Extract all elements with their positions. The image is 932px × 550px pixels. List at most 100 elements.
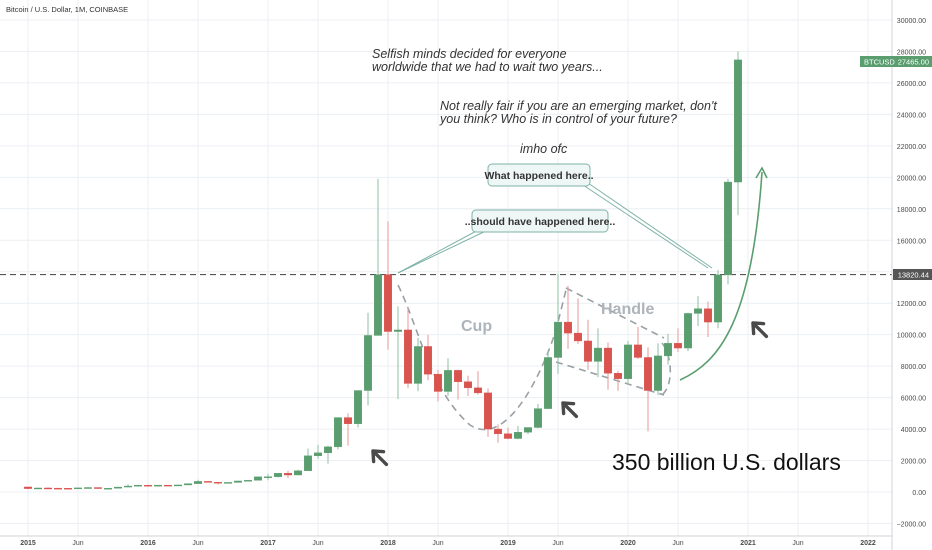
candle	[93, 487, 102, 489]
candle	[113, 486, 122, 489]
y-tick-label: −2000.00	[897, 521, 926, 528]
candle-body	[664, 343, 673, 357]
candle-body	[534, 408, 543, 428]
y-tick-label: 24000.00	[897, 112, 926, 119]
candle	[634, 326, 643, 360]
candle	[384, 221, 393, 350]
candle	[694, 296, 703, 327]
candle	[494, 424, 503, 443]
candle-body	[494, 428, 503, 434]
candle-body	[334, 417, 343, 448]
candle-body	[704, 308, 713, 323]
candle-body	[624, 344, 633, 379]
handle-top-line	[565, 287, 665, 339]
candle-body	[183, 483, 192, 486]
candle	[674, 328, 683, 352]
candle	[734, 51, 743, 216]
candle	[714, 270, 723, 329]
y-tick-label: 18000.00	[897, 207, 926, 214]
candle	[624, 340, 633, 385]
y-tick-label: 8000.00	[901, 364, 926, 371]
candle-body	[284, 473, 293, 476]
candle-body	[644, 357, 653, 391]
note-emerging-market: Not really fair if you are an emerging m…	[440, 99, 717, 113]
last-price-tag: BTCUSD 27465.00	[860, 56, 932, 67]
candle-body	[324, 446, 333, 454]
x-tick-label: Jun	[552, 540, 563, 547]
y-tick-label: 22000.00	[897, 144, 926, 151]
x-tick-label: Jun	[672, 540, 683, 547]
note-selfish-minds-2: worldwide that we had to wait two years.…	[372, 60, 603, 74]
candle-body	[424, 346, 433, 375]
x-tick-label: 2019	[500, 540, 516, 547]
candle-body	[594, 347, 603, 362]
candle-body	[384, 274, 393, 332]
x-tick-label: 2018	[380, 540, 396, 547]
candle	[253, 476, 262, 481]
candle-body	[243, 480, 252, 482]
callout-should-have-text: ..should have happened here..	[465, 216, 616, 228]
candle	[594, 328, 603, 378]
candle	[163, 484, 172, 487]
handle-bottom-line	[555, 361, 665, 396]
candle-body	[213, 481, 222, 484]
candle-body	[724, 181, 733, 276]
candle-body	[83, 487, 92, 489]
callout-what-happened-text: What happened here..	[484, 170, 593, 182]
candle-body	[34, 487, 43, 490]
candle-body	[464, 381, 473, 389]
candle	[464, 375, 473, 397]
projection-arrowhead	[755, 166, 768, 179]
candle-body	[163, 484, 172, 487]
candle	[704, 301, 713, 338]
cup-label: Cup	[461, 318, 492, 335]
x-tick-label: Jun	[432, 540, 443, 547]
candle-body	[574, 332, 583, 342]
candle-body	[584, 340, 593, 362]
candle	[614, 370, 623, 391]
candle-body	[354, 390, 363, 424]
y-tick-label: 30000.00	[897, 18, 926, 25]
candle	[264, 473, 273, 481]
candle	[404, 307, 413, 389]
candle	[203, 480, 212, 483]
candle	[213, 481, 222, 485]
candle	[193, 479, 202, 484]
candle-body	[504, 433, 513, 439]
candle-body	[143, 485, 152, 487]
note-imho: imho ofc	[520, 142, 568, 156]
candle-body	[734, 59, 743, 183]
x-tick-label: 2021	[740, 540, 756, 547]
candle	[434, 369, 443, 402]
candle	[24, 486, 33, 490]
candle	[414, 337, 423, 392]
y-tick-label: 26000.00	[897, 81, 926, 88]
last-price-symbol: BTCUSD	[864, 58, 895, 67]
candle	[604, 342, 613, 390]
candle-body	[223, 482, 232, 484]
candle	[103, 488, 112, 490]
pointer-arrow-icon	[751, 321, 769, 339]
pattern-guides	[0, 274, 892, 431]
candle-body	[654, 355, 663, 391]
candle	[684, 312, 693, 352]
x-tick-label: Jun	[312, 540, 323, 547]
candle-body	[394, 329, 403, 332]
candle	[524, 427, 533, 435]
candle	[664, 333, 673, 365]
level-price-tag: 13820.44	[893, 269, 932, 280]
candle-body	[253, 476, 262, 481]
note-selfish-minds: Selfish minds decided for everyone	[372, 47, 567, 61]
chart-title: Bitcoin / U.S. Dollar, 1M, COINBASE	[6, 5, 128, 14]
candle-body	[63, 488, 72, 490]
last-price-value: 27465.00	[898, 58, 929, 67]
candle	[243, 480, 252, 482]
candle	[654, 343, 663, 396]
candle	[324, 445, 333, 464]
candle-body	[564, 321, 573, 334]
candle-body	[203, 481, 212, 483]
candle	[173, 484, 182, 487]
